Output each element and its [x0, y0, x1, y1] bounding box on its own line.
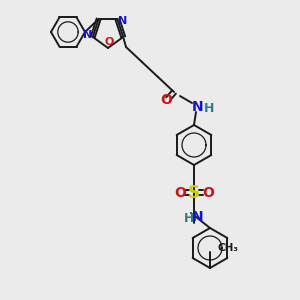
Text: O: O	[202, 186, 214, 200]
Text: O: O	[174, 186, 186, 200]
Text: O: O	[104, 37, 114, 47]
Text: H: H	[204, 101, 214, 115]
Text: O: O	[160, 93, 172, 107]
Text: H: H	[184, 212, 194, 224]
Text: N: N	[83, 30, 92, 40]
Text: CH₃: CH₃	[218, 243, 239, 253]
Text: N: N	[192, 100, 204, 114]
Text: N: N	[118, 16, 127, 26]
Text: N: N	[192, 210, 204, 224]
Text: S: S	[188, 184, 200, 202]
